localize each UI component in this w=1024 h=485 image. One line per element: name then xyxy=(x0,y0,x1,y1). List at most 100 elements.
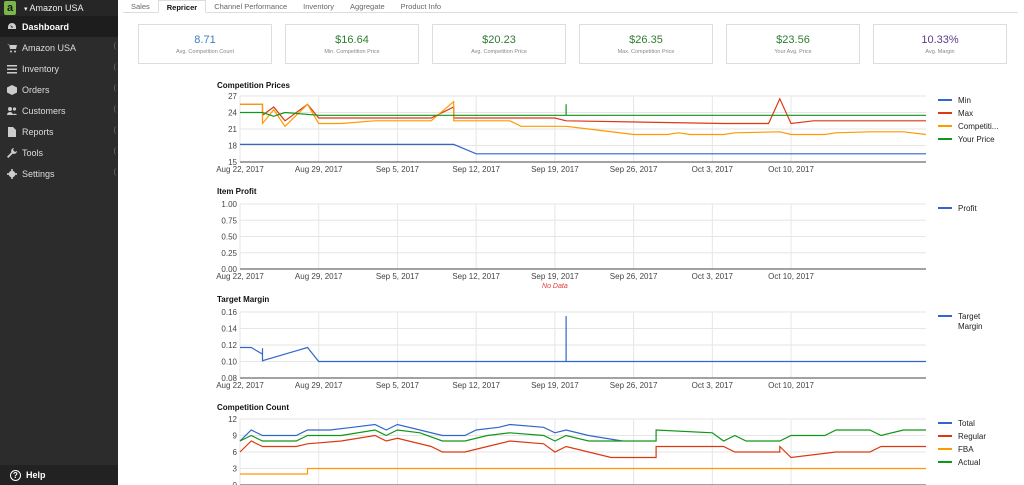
stat-value: $16.64 xyxy=(335,33,369,46)
legend-label: Min xyxy=(958,96,971,105)
sidebar-item-label: Customers xyxy=(22,105,66,116)
x-tick-label: Oct 10, 2017 xyxy=(768,381,814,390)
chart-title: Competition Prices xyxy=(217,81,290,90)
legend-label: Profit xyxy=(958,204,977,213)
cart-icon xyxy=(7,43,17,53)
gear-icon xyxy=(7,168,17,179)
document-icon xyxy=(7,126,17,137)
submenu-indicator: ( xyxy=(113,169,116,176)
stat-label: Avg. Competition Count xyxy=(176,48,234,55)
sidebar-item-label: Tools xyxy=(22,147,44,158)
stat-value: $23.56 xyxy=(776,33,810,46)
chart-competition-prices: Competition Prices 27 24 21 18 15 Aug 22, 2017… xyxy=(118,80,1024,184)
app-logo: a xyxy=(4,1,16,15)
y-tick-label: 24 xyxy=(228,109,237,118)
chart-title: Competition Count xyxy=(217,403,289,412)
sidebar-item-tools[interactable]: Tools ( xyxy=(0,142,118,163)
x-tick-label: Aug 22, 2017 xyxy=(216,165,264,174)
x-tick-label: Aug 22, 2017 xyxy=(216,381,264,390)
y-tick-label: 0.75 xyxy=(221,216,237,225)
main-content: Sales Repricer Channel Performance Inventor… xyxy=(118,0,1024,485)
x-tick-label: Oct 10, 2017 xyxy=(768,165,814,174)
sidebar-item-customers[interactable]: Customers ( xyxy=(0,100,118,121)
tab-channel-performance[interactable]: Channel Performance xyxy=(214,2,288,11)
x-tick-label: Sep 12, 2017 xyxy=(452,165,500,174)
help-icon: ? xyxy=(10,469,21,481)
series-line-actual xyxy=(239,429,926,442)
store-name: Amazon USA xyxy=(29,3,84,13)
y-tick-label: 0.00 xyxy=(221,265,237,274)
legend-label: Margin xyxy=(958,322,982,331)
stat-value: 10.33% xyxy=(921,33,959,46)
series-line-total xyxy=(239,423,623,442)
stat-cards: 8.71 Avg. Competition Count $16.64 Min. Com… xyxy=(138,24,1020,64)
sidebar-item-inventory[interactable]: Inventory ( xyxy=(0,58,118,79)
legend-label: FBA xyxy=(958,445,974,454)
submenu-indicator: ( xyxy=(113,43,116,50)
submenu-indicator: ( xyxy=(113,148,116,155)
x-tick-label: Oct 3, 2017 xyxy=(692,272,734,281)
help-label: Help xyxy=(26,470,46,480)
y-tick-label: 0.12 xyxy=(221,341,237,350)
y-tick-label: 9 xyxy=(233,432,238,441)
y-tick-label: 0.14 xyxy=(221,325,237,334)
tab-product-info[interactable]: Product Info xyxy=(400,2,442,11)
y-tick-label: 0.50 xyxy=(221,233,237,242)
legend-label: Your Price xyxy=(958,135,995,144)
stat-label: Min. Competition Price xyxy=(324,48,380,55)
x-tick-label: Sep 12, 2017 xyxy=(452,272,500,281)
series-line-fba xyxy=(240,467,926,475)
sidebar: a ▾ Amazon USA Dashboard Amazon USA(Invent… xyxy=(0,0,118,485)
sidebar-item-label: Orders xyxy=(22,84,50,95)
x-tick-label: Aug 29, 2017 xyxy=(295,381,343,390)
stat-card: $20.23 Avg. Competition Price xyxy=(432,24,566,64)
x-tick-label: Aug 29, 2017 xyxy=(295,272,343,281)
x-tick-label: Sep 19, 2017 xyxy=(531,381,579,390)
tab-sales[interactable]: Sales xyxy=(131,2,150,11)
submenu-indicator: ( xyxy=(113,64,116,71)
sidebar-item-dashboard[interactable]: Dashboard xyxy=(0,16,118,37)
sidebar-item-label: Dashboard xyxy=(22,21,70,32)
sidebar-item-reports[interactable]: Reports ( xyxy=(0,121,118,142)
sidebar-item-label: Settings xyxy=(22,168,55,179)
legend-label: Total xyxy=(958,419,975,428)
x-tick-label: Sep 12, 2017 xyxy=(452,381,500,390)
stat-card: $16.64 Min. Competition Price xyxy=(285,24,419,64)
wrench-icon xyxy=(7,147,17,158)
legend-label: Actual xyxy=(958,458,980,467)
y-tick-label: 18 xyxy=(228,142,237,151)
tab-repricer[interactable]: Repricer xyxy=(157,0,207,13)
stat-value: $20.23 xyxy=(482,33,516,46)
x-tick-label: Oct 3, 2017 xyxy=(692,165,734,174)
list-icon xyxy=(7,64,17,74)
y-tick-label: 12 xyxy=(228,415,237,424)
tab-bar: Sales Repricer Channel Performance Inventor… xyxy=(123,0,1018,13)
store-selector-label[interactable]: ▾ Amazon USA xyxy=(24,3,84,13)
series-line-target-margin xyxy=(240,316,926,363)
chart-title: Item Profit xyxy=(217,187,257,196)
store-selector[interactable]: a ▾ Amazon USA xyxy=(0,0,118,16)
sidebar-item-amazon-usa[interactable]: Amazon USA ( xyxy=(0,37,118,58)
stat-card: $26.35 Max. Competition Price xyxy=(579,24,713,64)
x-tick-label: Sep 19, 2017 xyxy=(531,165,579,174)
cube-icon xyxy=(7,84,17,95)
chart-title: Target Margin xyxy=(217,295,269,304)
y-tick-label: 0.10 xyxy=(221,358,237,367)
x-tick-label: Oct 3, 2017 xyxy=(692,381,734,390)
stat-label: Max. Competition Price xyxy=(617,48,675,55)
legend-label: Regular xyxy=(958,432,986,441)
tab-aggregate[interactable]: Aggregate xyxy=(350,2,385,11)
tab-inventory[interactable]: Inventory xyxy=(303,2,335,11)
x-tick-label: Sep 19, 2017 xyxy=(531,272,579,281)
help-button[interactable]: ? Help xyxy=(0,465,118,485)
sidebar-item-settings[interactable]: Settings ( xyxy=(0,163,118,184)
legend-label: Target xyxy=(958,312,981,321)
x-tick-label: Aug 22, 2017 xyxy=(216,272,264,281)
no-data-label: No Data xyxy=(542,283,568,290)
y-tick-label: 0.08 xyxy=(221,374,237,383)
sidebar-item-orders[interactable]: Orders ( xyxy=(0,79,118,100)
series-line-your-price xyxy=(240,104,926,117)
gauge-icon xyxy=(7,22,17,32)
series-line-max xyxy=(240,97,926,125)
